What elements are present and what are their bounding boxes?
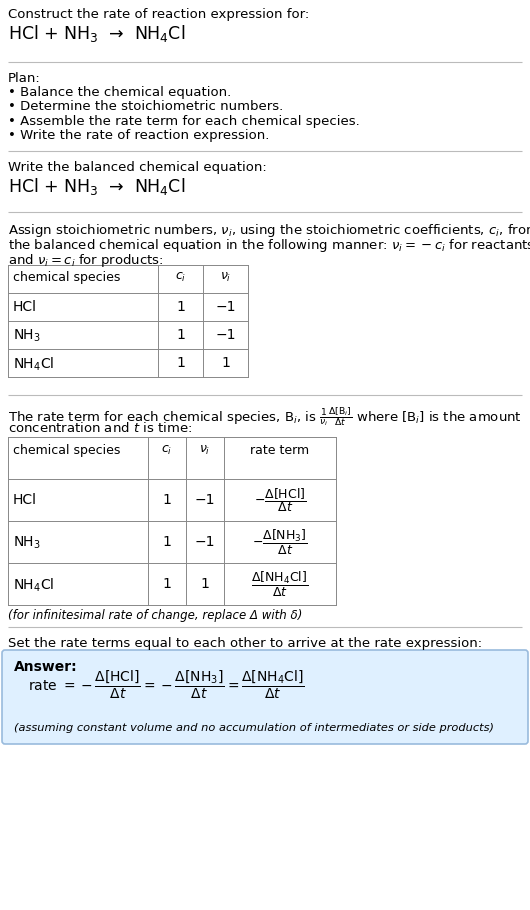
- Text: • Determine the stoichiometric numbers.: • Determine the stoichiometric numbers.: [8, 100, 283, 114]
- Text: $c_i$: $c_i$: [161, 444, 173, 457]
- Text: $\nu_i$: $\nu_i$: [220, 271, 231, 284]
- Text: −1: −1: [215, 328, 236, 342]
- Text: 1: 1: [163, 577, 171, 591]
- Text: Answer:: Answer:: [14, 660, 77, 674]
- Text: $\nu_i$: $\nu_i$: [199, 444, 211, 457]
- Text: NH$_3$: NH$_3$: [13, 328, 41, 344]
- Text: HCl + NH$_3$  →  NH$_4$Cl: HCl + NH$_3$ → NH$_4$Cl: [8, 23, 185, 44]
- Text: • Balance the chemical equation.: • Balance the chemical equation.: [8, 86, 231, 99]
- Text: 1: 1: [163, 493, 171, 507]
- Text: 1: 1: [221, 356, 230, 370]
- Text: rate term: rate term: [251, 444, 310, 457]
- Text: HCl: HCl: [13, 300, 37, 314]
- Text: Set the rate terms equal to each other to arrive at the rate expression:: Set the rate terms equal to each other t…: [8, 637, 482, 650]
- Text: (for infinitesimal rate of change, replace Δ with δ): (for infinitesimal rate of change, repla…: [8, 609, 303, 622]
- Text: HCl + NH$_3$  →  NH$_4$Cl: HCl + NH$_3$ → NH$_4$Cl: [8, 176, 185, 197]
- Text: $-\dfrac{\Delta[\mathrm{NH_3}]}{\Delta t}$: $-\dfrac{\Delta[\mathrm{NH_3}]}{\Delta t…: [252, 528, 308, 557]
- Text: • Write the rate of reaction expression.: • Write the rate of reaction expression.: [8, 129, 269, 143]
- Text: Assign stoichiometric numbers, $\nu_i$, using the stoichiometric coefficients, $: Assign stoichiometric numbers, $\nu_i$, …: [8, 222, 530, 239]
- Text: 1: 1: [176, 328, 185, 342]
- Text: NH$_4$Cl: NH$_4$Cl: [13, 356, 54, 373]
- Text: chemical species: chemical species: [13, 444, 120, 457]
- Text: Plan:: Plan:: [8, 72, 41, 85]
- Text: • Assemble the rate term for each chemical species.: • Assemble the rate term for each chemic…: [8, 115, 360, 128]
- Text: 1: 1: [200, 577, 209, 591]
- Text: and $\nu_i = c_i$ for products:: and $\nu_i = c_i$ for products:: [8, 252, 164, 269]
- Text: (assuming constant volume and no accumulation of intermediates or side products): (assuming constant volume and no accumul…: [14, 723, 494, 733]
- Text: chemical species: chemical species: [13, 271, 120, 284]
- Text: Construct the rate of reaction expression for:: Construct the rate of reaction expressio…: [8, 8, 309, 21]
- Text: rate $= -\dfrac{\Delta[\mathrm{HCl}]}{\Delta t} = -\dfrac{\Delta[\mathrm{NH_3}]}: rate $= -\dfrac{\Delta[\mathrm{HCl}]}{\D…: [28, 669, 305, 702]
- Text: 1: 1: [163, 535, 171, 549]
- Text: $c_i$: $c_i$: [175, 271, 186, 284]
- Text: The rate term for each chemical species, B$_i$, is $\frac{1}{\nu_i}\frac{\Delta[: The rate term for each chemical species,…: [8, 405, 522, 428]
- Text: Write the balanced chemical equation:: Write the balanced chemical equation:: [8, 161, 267, 174]
- Text: 1: 1: [176, 300, 185, 314]
- Text: −1: −1: [215, 300, 236, 314]
- Text: concentration and $t$ is time:: concentration and $t$ is time:: [8, 421, 192, 435]
- Text: HCl: HCl: [13, 493, 37, 507]
- Text: NH$_3$: NH$_3$: [13, 535, 41, 551]
- Text: −1: −1: [195, 493, 215, 507]
- Text: −1: −1: [195, 535, 215, 549]
- Text: 1: 1: [176, 356, 185, 370]
- FancyBboxPatch shape: [2, 650, 528, 744]
- Text: $\dfrac{\Delta[\mathrm{NH_4Cl}]}{\Delta t}$: $\dfrac{\Delta[\mathrm{NH_4Cl}]}{\Delta …: [251, 570, 308, 599]
- Text: $-\dfrac{\Delta[\mathrm{HCl}]}{\Delta t}$: $-\dfrac{\Delta[\mathrm{HCl}]}{\Delta t}…: [254, 486, 306, 514]
- Text: the balanced chemical equation in the following manner: $\nu_i = -c_i$ for react: the balanced chemical equation in the fo…: [8, 237, 530, 254]
- Text: NH$_4$Cl: NH$_4$Cl: [13, 577, 54, 594]
